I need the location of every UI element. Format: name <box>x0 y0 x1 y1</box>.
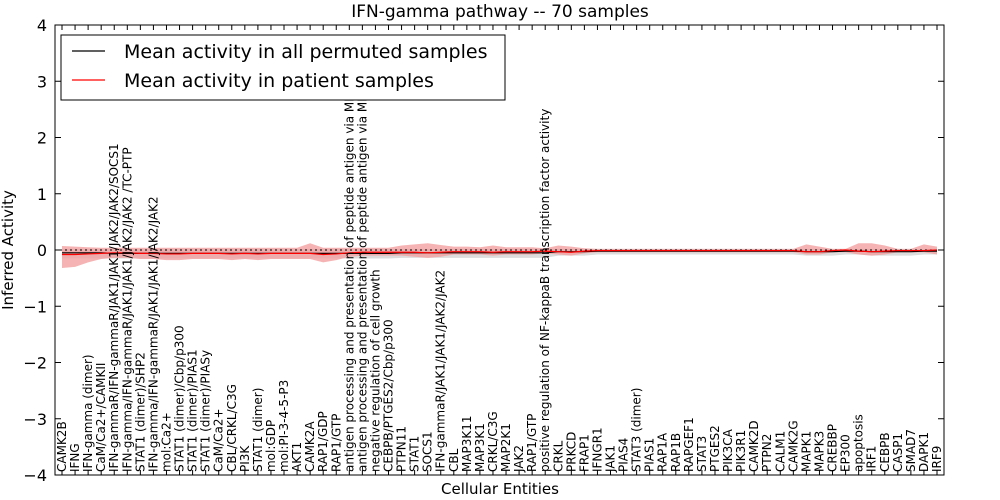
category-label: negative regulation of cell growth <box>368 269 382 472</box>
legend-label-patient: Mean activity in patient samples <box>124 70 434 92</box>
category-label: PIAS4 <box>617 438 631 472</box>
category-label: CaM/Ca2+/CAMKII <box>94 363 108 472</box>
y-tick-label: 2 <box>37 129 47 148</box>
category-label: mol:Ca2+ <box>159 412 173 472</box>
category-label: mol:PI-3-4-5-P3 <box>277 380 291 472</box>
category-label: RAP1B <box>669 433 683 472</box>
category-label: PTPN11 <box>395 426 409 472</box>
legend: Mean activity in all permuted samples Me… <box>60 34 506 101</box>
category-label: PTGES2 <box>708 425 722 472</box>
category-labels: CAMK2B IFNG IFN-gamma (dimer) CaM/Ca2+/CAMK… <box>55 40 944 473</box>
category-label: antigen processing and presentation of p… <box>355 40 369 472</box>
y-tick-label: 3 <box>37 72 47 91</box>
category-label: STAT1 (dimer) <box>251 388 265 472</box>
category-label: mol:GDP <box>264 420 278 472</box>
category-label: STAT1 (dimer)/SHP2 <box>133 352 147 472</box>
category-label: antigen processing and presentation of p… <box>342 43 356 472</box>
category-label: PIAS1 <box>643 438 657 472</box>
category-label: IRF9 <box>930 446 944 472</box>
y-tick-label: −1 <box>23 297 47 316</box>
category-label: MAPK1 <box>799 431 813 472</box>
line-patient <box>62 249 938 256</box>
y-tick-label: 4 <box>37 16 47 35</box>
category-label: PTPN2 <box>760 434 774 472</box>
category-label: IFN-gamma/IFN-gammaR/JAK1/JAK1/JAK2/JAK2… <box>120 147 134 472</box>
category-label: CRKL <box>551 440 565 472</box>
legend-label-permuted: Mean activity in all permuted samples <box>124 41 487 63</box>
category-label: PIK3CA <box>721 428 735 472</box>
y-tick-label: 0 <box>37 241 47 260</box>
category-label: PI3K <box>238 445 252 472</box>
category-label: CREBBP <box>826 424 840 472</box>
category-label: SOCS1 <box>421 431 435 472</box>
category-label: CALM1 <box>773 431 787 472</box>
category-label: JAK1 <box>604 445 618 473</box>
category-label: RAP1/GDP <box>316 411 330 472</box>
y-axis-label: Inferred Activity <box>0 190 17 310</box>
category-label: PIK3R1 <box>734 430 748 472</box>
category-label: IFN-gammaR/JAK1/JAK1/JAK2/JAK2 <box>434 270 448 472</box>
category-label: IFN-gammaR/IFN-gammaR/JAK1/JAK1/JAK2/JAK… <box>107 143 121 472</box>
category-label: CBL/CRKL/C3G <box>225 384 239 472</box>
category-label: DAPK1 <box>917 432 931 472</box>
y-tick-label: −3 <box>23 410 47 429</box>
category-label: STAT3 (dimer) <box>630 388 644 472</box>
category-label: CEBPB/PTGES2/Cbp/p300 <box>381 319 395 472</box>
series-lines <box>62 249 938 256</box>
category-label: RAPGEF1 <box>682 417 696 472</box>
category-label: MAP2K1 <box>499 423 513 472</box>
category-label: CRKL/C3G <box>486 411 500 472</box>
category-label: JAK2 <box>512 445 526 473</box>
category-label: AKT1 <box>290 442 304 472</box>
category-label: STAT1 <box>408 436 422 472</box>
y-tick-label: 1 <box>37 185 47 204</box>
category-label: CEBPB <box>878 432 892 472</box>
category-label: IRF1 <box>865 446 879 472</box>
band-patient <box>62 243 937 268</box>
legend-box <box>60 34 506 101</box>
category-label: positive regulation of NF-kappaB transcr… <box>538 109 552 472</box>
category-label: IFNGR1 <box>590 427 604 472</box>
category-label: CaM/Ca2+ <box>212 408 226 472</box>
category-label: RAP1/GTP <box>329 414 343 472</box>
category-label: FRAP1 <box>577 434 591 472</box>
category-label: MAPK3 <box>812 431 826 472</box>
category-label: MAP3K11 <box>460 415 474 472</box>
y-axis: 4 3 2 1 0 −1 −2 −3 −4 <box>23 16 944 485</box>
category-label: IFN-gamma/IFN-gammaR/JAK1/JAK1/JAK2/JAK2 <box>146 196 160 472</box>
category-label: CAMK2D <box>747 420 761 472</box>
category-label: CBL <box>447 448 461 472</box>
category-label: CAMK2A <box>303 421 317 472</box>
uncertainty-bands <box>62 243 937 268</box>
category-label: CASP1 <box>891 433 905 472</box>
category-label: PRKCD <box>564 432 578 472</box>
category-label: STAT3 <box>695 436 709 472</box>
category-label: RAP1/GTP <box>525 414 539 472</box>
category-label: RAP1A <box>656 432 670 472</box>
x-axis-label: Cellular Entities <box>441 480 559 498</box>
category-label: STAT1 (dimer)/Cbp/p300 <box>173 325 187 472</box>
x-axis <box>61 25 938 475</box>
category-label: apoptosis <box>852 414 866 472</box>
category-label: IFNG <box>68 443 82 472</box>
category-label: STAT1 (dimer)/PIAS1 <box>186 349 200 472</box>
y-tick-label: −2 <box>23 354 47 373</box>
chart-title: IFN-gamma pathway -- 70 samples <box>351 2 649 22</box>
category-label: CAMK2B <box>55 421 69 472</box>
category-label: SMAD7 <box>904 429 918 472</box>
category-label: STAT1 (dimer)/PIASy <box>199 350 213 472</box>
category-label: MAP3K1 <box>473 423 487 472</box>
category-label: IFN-gamma (dimer) <box>81 354 95 472</box>
y-tick-label: −4 <box>23 466 47 485</box>
category-label: EP300 <box>839 434 853 472</box>
category-label: CAMK2G <box>786 420 800 472</box>
